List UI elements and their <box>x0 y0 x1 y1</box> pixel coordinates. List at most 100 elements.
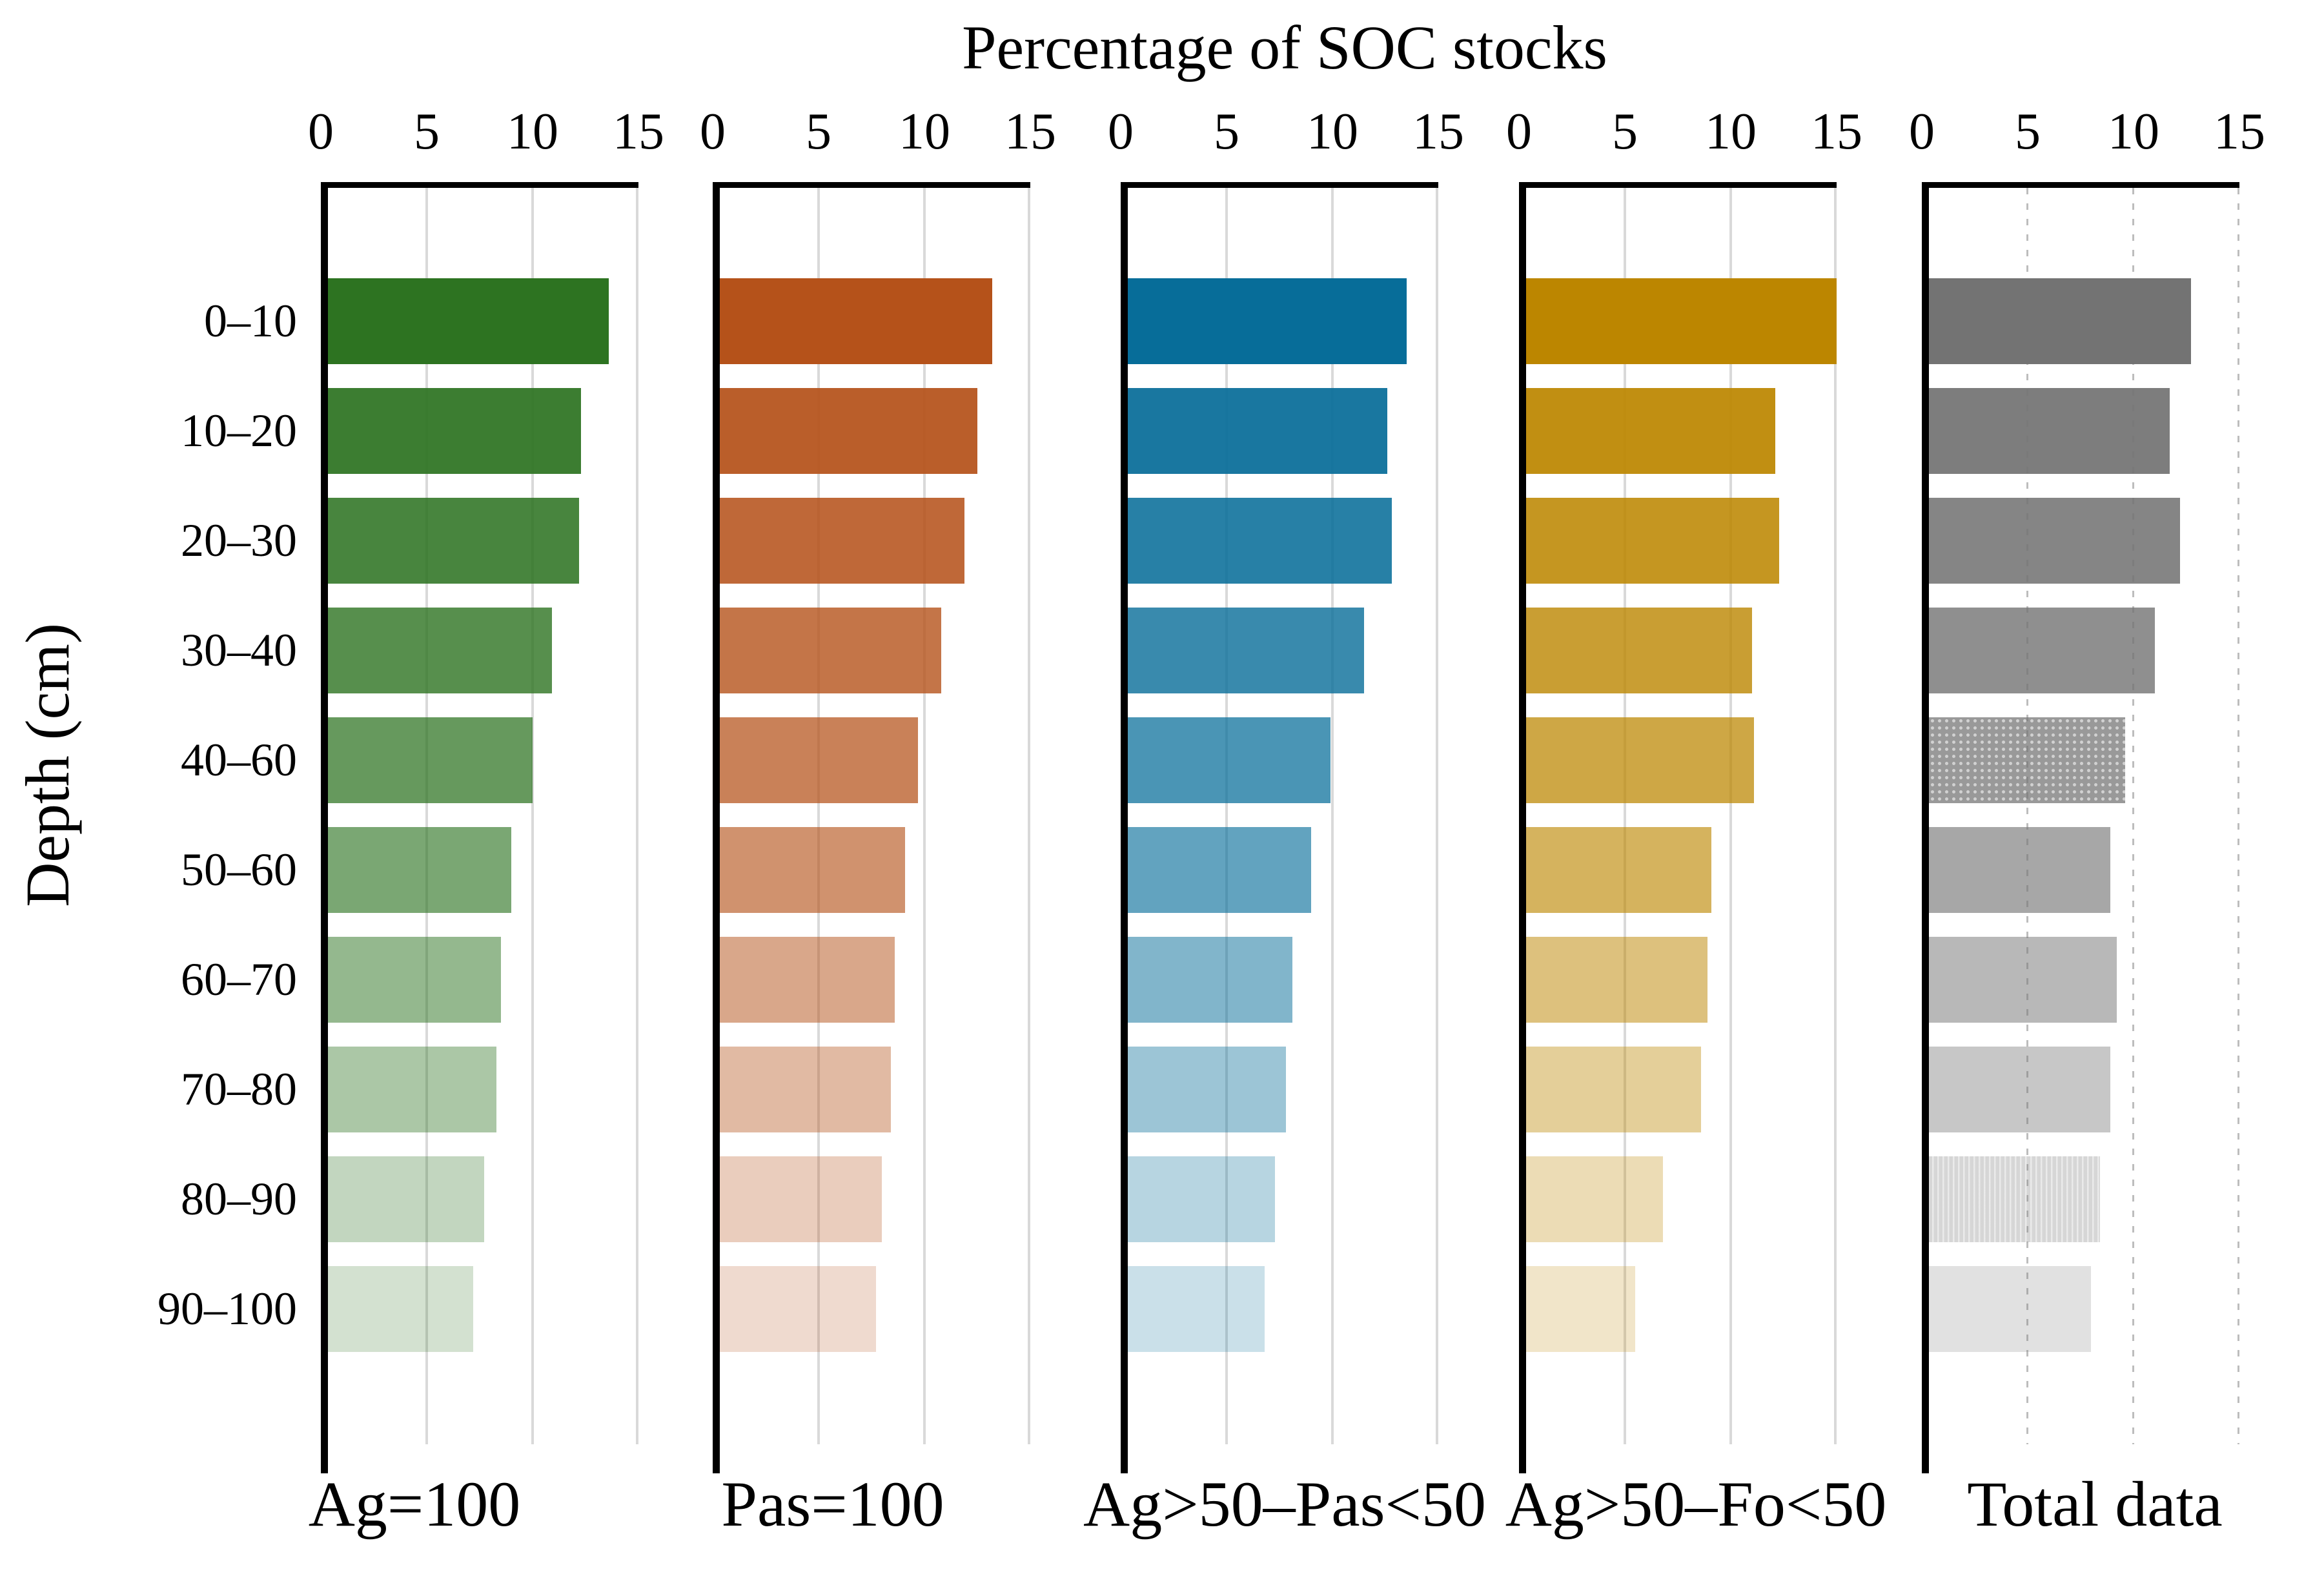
bar-row <box>1922 717 2239 803</box>
plot-area <box>321 182 638 1444</box>
bar <box>1922 1156 2100 1242</box>
bar-row <box>1121 388 1438 474</box>
bar <box>1519 1156 1664 1242</box>
x-tick-label: 5 <box>414 103 440 160</box>
bar <box>713 937 895 1023</box>
panel-total-data: 0 5 10 15 <box>1909 97 2265 1473</box>
x-tick-label: 15 <box>1412 103 1464 160</box>
series-label-total-data: Total data <box>1967 1468 2223 1540</box>
y-category-label: 70–80 <box>181 1063 297 1115</box>
y-category-label: 40–60 <box>181 734 297 786</box>
bar-row <box>1519 717 1837 803</box>
bar-row <box>713 717 1030 803</box>
gridline <box>2132 188 2134 1444</box>
bars <box>1922 278 2239 1352</box>
bar-row <box>321 498 638 584</box>
bar <box>1519 937 1707 1023</box>
x-axis-ticks: 0 5 10 15 <box>700 97 1056 182</box>
gridline <box>636 188 638 1444</box>
x-tick-label: 0 <box>700 103 726 160</box>
plot-area <box>1121 182 1438 1444</box>
bar <box>321 1156 484 1242</box>
bar <box>1121 937 1292 1023</box>
bar-row <box>1519 1266 1837 1352</box>
bar <box>1121 1156 1276 1242</box>
bar <box>321 278 609 364</box>
x-tick-label: 0 <box>308 103 334 160</box>
x-tick-label: 15 <box>1004 103 1056 160</box>
bar <box>713 1047 891 1132</box>
bar-row <box>1519 278 1837 364</box>
gridline <box>1225 188 1228 1444</box>
x-tick-label: 5 <box>1612 103 1638 160</box>
x-tick-label: 0 <box>1108 103 1134 160</box>
y-category-label: 80–90 <box>181 1173 297 1225</box>
bar-row <box>1519 608 1837 693</box>
y-category-label: 50–60 <box>181 844 297 895</box>
bar-row <box>1922 388 2239 474</box>
x-tick-label: 15 <box>613 103 664 160</box>
gridline <box>1331 188 1334 1444</box>
bar <box>1121 1047 1286 1132</box>
bars <box>321 278 638 1352</box>
bar-row <box>321 388 638 474</box>
bar-row <box>1121 717 1438 803</box>
x-tick-label: 10 <box>507 103 558 160</box>
y-axis-line <box>1519 182 1526 1473</box>
plot-area <box>713 182 1030 1444</box>
panel-ag-50-pas-50: 0 5 10 15 <box>1108 97 1464 1473</box>
plot-area <box>1519 182 1837 1444</box>
bar <box>1922 388 2170 474</box>
bar <box>1519 1047 1702 1132</box>
bar <box>1519 278 1837 364</box>
y-axis-line <box>321 182 328 1473</box>
bar-row <box>1922 1266 2239 1352</box>
gridline <box>1729 188 1732 1444</box>
series-label-ag-50-fo-50: Ag>50–Fo<50 <box>1505 1468 1887 1540</box>
x-tick-label: 10 <box>1705 103 1757 160</box>
bar-row <box>321 278 638 364</box>
bar <box>713 827 906 913</box>
bar-row <box>1519 498 1837 584</box>
bar <box>1121 827 1312 913</box>
y-axis-category-labels: 0–10 10–20 20–30 30–40 40–60 50–60 60–70 70–80 8… <box>71 278 297 1352</box>
y-category-label: 60–70 <box>181 954 297 1005</box>
y-category-label: 30–40 <box>181 624 297 676</box>
bar <box>1922 498 2181 584</box>
x-tick-label: 5 <box>2015 103 2041 160</box>
bar-row <box>1121 498 1438 584</box>
bar <box>1121 388 1388 474</box>
bar <box>1519 717 1755 803</box>
bar <box>1519 498 1780 584</box>
bar <box>1121 278 1407 364</box>
bar <box>321 608 552 693</box>
bar <box>321 1047 497 1132</box>
y-category-label: 10–20 <box>181 405 297 456</box>
bar-row <box>713 1047 1030 1132</box>
bar-row <box>321 937 638 1023</box>
panel-ag-100: 0 5 10 15 <box>308 97 664 1473</box>
x-tick-label: 5 <box>806 103 831 160</box>
series-label-ag-50-pas-50: Ag>50–Pas<50 <box>1083 1468 1486 1540</box>
y-category-label: 0–10 <box>204 295 297 347</box>
bar-row <box>713 1266 1030 1352</box>
bars <box>1519 278 1837 1352</box>
series-label-pas-100: Pas=100 <box>721 1468 944 1540</box>
x-tick-label: 0 <box>1506 103 1532 160</box>
chart-title: Percentage of SOC stocks <box>962 13 1607 82</box>
y-category-label: 90–100 <box>158 1283 297 1335</box>
bar-row <box>1519 1156 1837 1242</box>
gridline <box>1834 188 1837 1444</box>
x-tick-label: 0 <box>1909 103 1935 160</box>
x-tick-label: 10 <box>2108 103 2159 160</box>
x-axis-ticks: 0 5 10 15 <box>1108 97 1464 182</box>
bar-row <box>321 827 638 913</box>
bar <box>713 278 992 364</box>
gridline <box>531 188 534 1444</box>
x-tick-label: 10 <box>1307 103 1358 160</box>
plot-area <box>1922 182 2239 1444</box>
bar <box>1121 608 1365 693</box>
gridline <box>2026 188 2028 1444</box>
panel-pas-100: 0 5 10 15 <box>700 97 1056 1473</box>
